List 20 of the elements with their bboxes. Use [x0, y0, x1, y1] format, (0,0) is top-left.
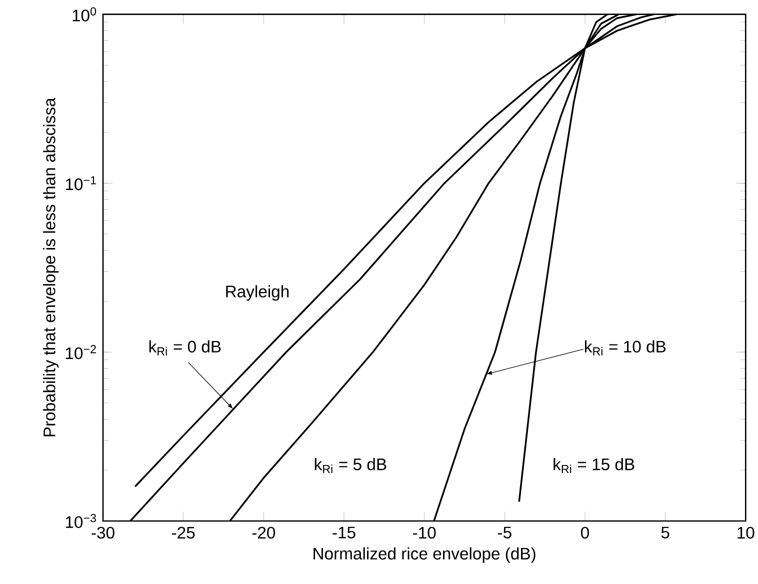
y-tick-label: 10$^{−3}$	[66, 514, 96, 528]
x-tick-label: -10	[413, 526, 436, 539]
series-label: Rayleigh	[226, 285, 289, 301]
y-tick-label: 10$^{−1}$	[66, 176, 96, 190]
x-tick-label: -30	[92, 526, 114, 539]
x-axis-title: Normalized rice envelope (dB)	[314, 547, 536, 563]
annotation: k$_{Ri}$ = 0 dB	[149, 340, 221, 356]
series-label: k$_{Ri}$ = 15 dB	[554, 458, 634, 474]
y-axis-title: Probability that envelope is less than abscissa	[43, 98, 59, 436]
x-tick-label: -15	[332, 526, 356, 538]
x-tick-label: 5	[661, 526, 670, 538]
x-tick-label: 0	[581, 526, 589, 539]
y-tick-label: 10$^{−2}$	[66, 345, 96, 360]
y-tick-label: 10$^{0}$	[72, 7, 96, 22]
x-tick-label: 10	[738, 526, 754, 539]
x-tick-label: -5	[498, 526, 512, 538]
series-label: k$_{Ri}$ = 5 dB	[314, 458, 386, 474]
annotation: k$_{Ri}$ = 10 dB	[585, 340, 666, 356]
x-tick-label: -25	[172, 526, 195, 539]
x-tick-label: -20	[252, 526, 276, 539]
